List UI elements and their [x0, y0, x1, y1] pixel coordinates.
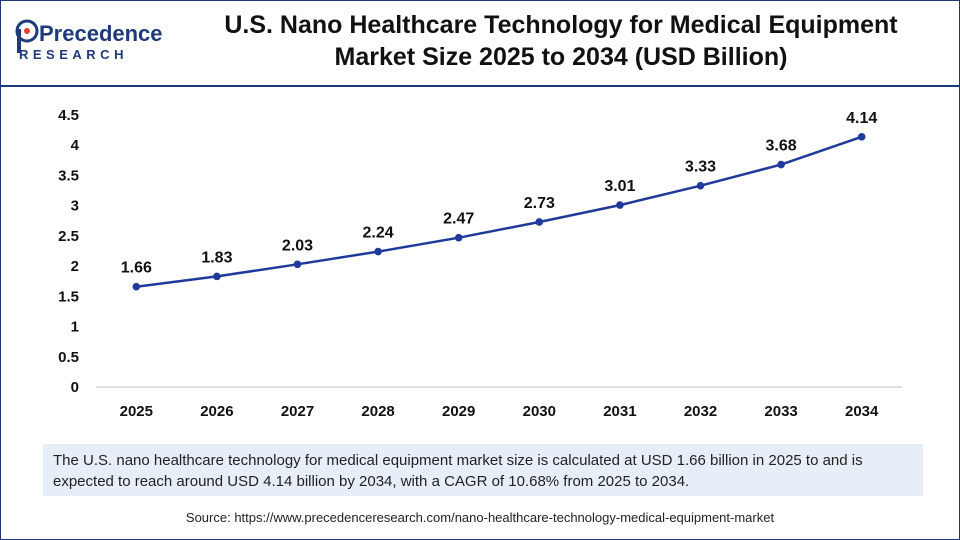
y-tick-label-4: 2	[71, 258, 79, 275]
header-divider	[1, 85, 959, 87]
y-tick-label-9: 4.5	[58, 107, 79, 124]
line-chart: 00.511.522.533.544.5 2025 2026 2027 2028 202…	[58, 107, 902, 420]
y-tick-label-1: 0.5	[58, 349, 79, 366]
chart-title: U.S. Nano Healthcare Technology for Medi…	[171, 9, 951, 73]
data-labels: 1.66 1.83 2.03 2.24 2.47 2.73 3.01 3.33 3.68 4.14	[121, 110, 878, 277]
x-axis-ticks: 2025 2026 2027 2028 2029 2030 2031 2032 2033 2034	[120, 403, 879, 420]
logo-accent-dot	[24, 28, 30, 34]
data-point-2026	[213, 272, 221, 281]
y-tick-label-3: 1.5	[58, 288, 79, 305]
x-tick-label-2031: 2031	[603, 403, 636, 420]
chart-title-line-2: Market Size 2025 to 2034 (USD Billion)	[334, 43, 788, 71]
x-tick-label-2025: 2025	[120, 403, 153, 420]
data-point-2028	[374, 247, 382, 256]
market-description: The U.S. nano healthcare technology for …	[43, 444, 923, 496]
x-tick-label-2029: 2029	[442, 403, 475, 420]
precedence-research-logo: Precedence RESEARCH	[15, 15, 165, 65]
y-axis-ticks: 0 0.5 1 1.5 2 2.5 3 3.5 4 4.5	[58, 107, 80, 396]
data-label-2030: 2.73	[524, 195, 555, 212]
logo-name-bottom: RESEARCH	[19, 47, 128, 62]
y-tick-label-6: 3	[71, 198, 79, 215]
data-label-2033: 3.68	[766, 138, 797, 155]
data-label-2029: 2.47	[443, 211, 474, 228]
data-point-2029	[454, 233, 463, 242]
data-point-2032	[696, 181, 705, 190]
x-tick-label-2028: 2028	[361, 403, 394, 420]
y-tick-label-7: 3.5	[58, 167, 79, 184]
logo-p-stem	[17, 29, 21, 53]
y-tick-label-5: 2.5	[58, 228, 79, 245]
x-tick-label-2026: 2026	[200, 403, 233, 420]
x-tick-label-2034: 2034	[845, 403, 879, 420]
logo-mark: Precedence RESEARCH	[15, 19, 163, 62]
x-tick-label-2032: 2032	[684, 403, 717, 420]
data-label-2032: 3.33	[685, 159, 716, 176]
data-point-2033	[777, 160, 785, 169]
data-label-2026: 1.83	[201, 249, 232, 266]
chart-title-line-1: U.S. Nano Healthcare Technology for Medi…	[224, 11, 898, 39]
y-tick-label-2: 1	[71, 319, 79, 336]
x-tick-label-2033: 2033	[764, 403, 797, 420]
x-tick-label-2027: 2027	[281, 403, 314, 420]
series-line	[136, 135, 863, 288]
data-points	[132, 132, 866, 291]
data-point-2031	[616, 201, 624, 209]
data-label-2027: 2.03	[282, 237, 313, 254]
data-label-2031: 3.01	[604, 178, 635, 195]
data-point-2030	[535, 218, 544, 226]
source-citation: Source: https://www.precedenceresearch.c…	[185, 510, 775, 525]
data-point-2025	[132, 282, 141, 291]
data-label-2034: 4.14	[846, 110, 877, 127]
y-tick-label-8: 4	[71, 137, 80, 154]
data-point-2027	[293, 260, 302, 269]
x-tick-label-2030: 2030	[523, 403, 556, 420]
y-tick-label-0: 0	[71, 379, 79, 396]
data-label-2025: 1.66	[121, 260, 152, 277]
data-point-2034	[857, 132, 866, 141]
logo-name-top: Precedence	[39, 21, 163, 46]
data-label-2028: 2.24	[363, 225, 394, 242]
